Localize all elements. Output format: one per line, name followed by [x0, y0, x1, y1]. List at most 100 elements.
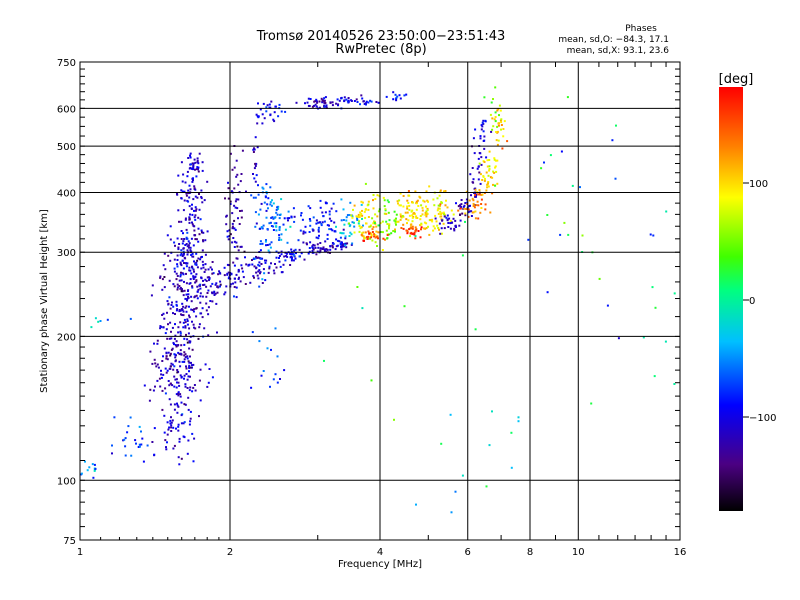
data-point — [440, 213, 442, 216]
colorbar-label: [deg] — [719, 72, 754, 87]
data-point — [484, 120, 487, 123]
data-point — [372, 194, 375, 196]
data-point — [199, 218, 202, 221]
data-point — [170, 348, 173, 351]
data-point — [374, 213, 377, 216]
data-point — [486, 159, 489, 162]
data-point — [175, 427, 177, 430]
data-point — [300, 212, 303, 214]
data-point — [272, 202, 275, 205]
data-point — [402, 227, 405, 230]
data-point — [255, 113, 258, 116]
data-point — [493, 157, 496, 160]
data-point — [191, 265, 194, 268]
data-point — [175, 386, 178, 389]
data-point — [273, 120, 276, 123]
data-point — [491, 176, 494, 179]
data-point — [187, 332, 190, 335]
data-point — [266, 203, 269, 206]
data-point — [193, 326, 195, 329]
data-point — [205, 285, 208, 288]
data-point — [322, 215, 325, 218]
data-point — [273, 222, 276, 225]
data-point — [341, 244, 344, 247]
data-point — [276, 213, 279, 216]
data-point — [347, 97, 350, 99]
data-point — [360, 233, 363, 236]
data-point — [487, 185, 490, 188]
data-point — [357, 215, 359, 218]
data-point — [415, 208, 418, 211]
data-point — [328, 224, 330, 227]
data-point — [333, 230, 336, 233]
data-point — [193, 308, 196, 311]
data-point — [467, 215, 470, 218]
data-point — [394, 221, 397, 224]
data-point — [406, 222, 408, 225]
data-point — [464, 202, 467, 204]
data-point — [180, 252, 183, 255]
data-point — [214, 292, 217, 295]
data-point — [188, 184, 191, 187]
data-point — [483, 96, 486, 99]
data-point — [496, 130, 499, 133]
data-point — [199, 258, 202, 261]
stats-o-mode: mean, sd,O: −84.3, 17.1 — [558, 35, 669, 45]
data-point — [203, 199, 206, 202]
data-point — [335, 225, 337, 228]
data-point — [490, 101, 493, 104]
data-point — [245, 263, 248, 266]
data-point — [275, 250, 278, 253]
data-point — [408, 214, 411, 217]
data-point — [408, 204, 411, 207]
data-point — [157, 366, 160, 369]
data-point — [368, 225, 371, 228]
data-point — [178, 360, 181, 363]
data-point — [225, 285, 228, 288]
data-point — [159, 276, 162, 279]
data-point — [165, 448, 168, 451]
data-point — [273, 272, 276, 275]
data-point — [152, 389, 155, 392]
data-point — [500, 128, 502, 131]
data-point — [303, 258, 306, 261]
data-point — [182, 209, 185, 212]
data-point — [361, 214, 364, 217]
data-point — [164, 332, 167, 335]
data-point — [343, 99, 346, 102]
data-point — [317, 221, 320, 224]
data-point — [180, 161, 183, 164]
data-point — [339, 243, 342, 246]
data-point — [213, 290, 216, 293]
data-point — [293, 254, 296, 257]
data-point — [216, 291, 219, 294]
data-point — [654, 306, 657, 309]
data-point — [431, 220, 434, 223]
data-point — [414, 237, 417, 240]
data-point — [319, 250, 322, 253]
data-point — [187, 189, 190, 192]
data-point — [201, 307, 204, 310]
data-point — [427, 200, 429, 203]
data-point — [265, 259, 268, 262]
data-point — [181, 255, 184, 257]
data-point — [478, 189, 481, 192]
y-tick-label: 400 — [57, 188, 76, 199]
data-point — [169, 307, 172, 310]
data-point — [496, 143, 499, 146]
data-point — [184, 217, 187, 220]
data-point — [342, 208, 345, 211]
data-point — [317, 230, 320, 233]
data-point — [201, 231, 203, 234]
data-point — [204, 239, 207, 242]
data-point — [199, 292, 202, 295]
data-point — [409, 232, 412, 235]
data-point — [211, 300, 214, 303]
data-point — [342, 228, 345, 231]
data-point — [277, 115, 280, 118]
data-point — [167, 302, 170, 305]
data-point — [414, 190, 417, 193]
data-point — [356, 219, 359, 221]
data-point — [326, 233, 329, 236]
data-point — [367, 216, 370, 218]
